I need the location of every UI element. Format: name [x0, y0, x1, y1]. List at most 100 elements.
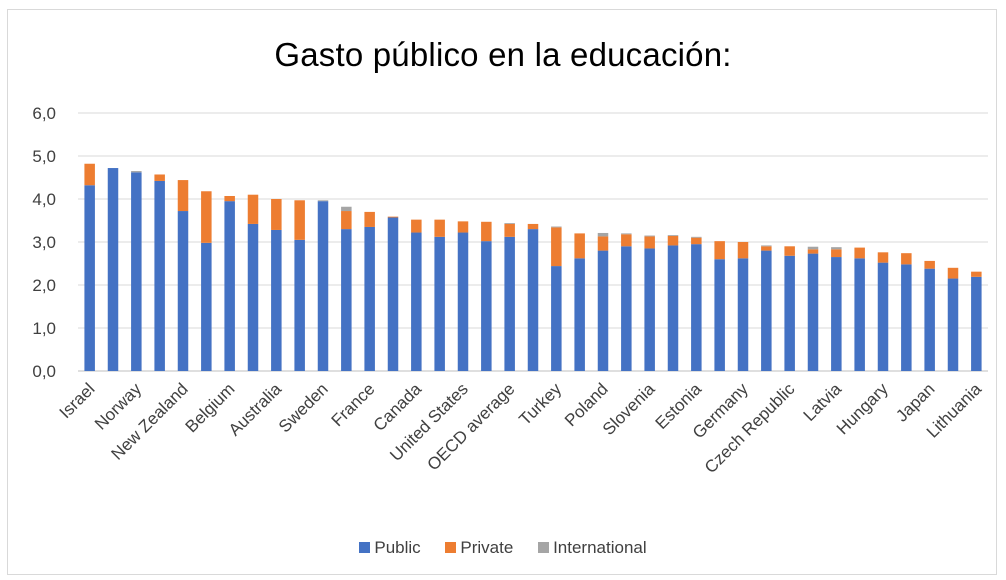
x-tick-label: Hungary	[833, 379, 892, 438]
x-tick-label: Slovenia	[599, 379, 659, 439]
legend-item-international: International	[538, 538, 647, 558]
bar-segment-public	[247, 223, 259, 371]
bar-segment-private	[807, 249, 819, 254]
bar-segment-private	[527, 223, 539, 230]
y-tick-label: 6,0	[32, 104, 56, 123]
bar-segment-public	[527, 229, 539, 371]
bar-segment-private	[597, 236, 609, 251]
bar-segment-private	[201, 191, 212, 243]
bar-segment-international	[831, 247, 842, 250]
bar-segment-private	[551, 227, 562, 267]
bar-segment-private	[434, 219, 445, 237]
bar-segment-international	[761, 245, 772, 247]
legend-swatch-public	[359, 542, 371, 553]
bar-segment-private	[621, 234, 632, 247]
bar-segment-international	[667, 235, 679, 236]
legend-swatch-private	[445, 542, 457, 553]
bar-segment-private	[644, 236, 655, 249]
bar-segment-private	[271, 199, 282, 230]
bar-segment-public	[947, 278, 959, 371]
bar-segment-public	[761, 250, 772, 371]
bar-segment-public	[154, 180, 165, 371]
bar-segment-public	[621, 246, 632, 371]
bar-segment-public	[551, 266, 562, 371]
bar-segment-international	[341, 206, 352, 212]
bar-segment-public	[691, 244, 702, 371]
bar-segment-private	[294, 200, 305, 240]
bar-segment-public	[807, 253, 819, 371]
bar-segment-public	[504, 236, 515, 371]
bar-segment-public	[457, 232, 469, 371]
bar-segment-public	[597, 250, 609, 371]
bar-segment-public	[364, 226, 375, 371]
bar-segment-private	[84, 163, 95, 186]
x-tick-label: Turkey	[515, 379, 565, 429]
bar-segment-international	[644, 235, 655, 237]
bar-segment-private	[691, 237, 702, 245]
bar-segment-public	[481, 241, 492, 371]
bar-segment-private	[457, 221, 469, 233]
bar-segment-public	[294, 239, 305, 371]
bar-segment-public	[317, 201, 329, 371]
bar-segment-public	[224, 201, 235, 371]
bar-segment-private	[947, 267, 959, 279]
y-tick-label: 1,0	[32, 319, 56, 338]
bar-segment-private	[154, 174, 165, 181]
bar-segment-public	[784, 255, 795, 371]
bar-segment-private	[901, 253, 912, 265]
bar-segment-public	[854, 258, 865, 371]
legend-item-public: Public	[359, 538, 421, 558]
bar-segment-private	[761, 246, 772, 251]
bar-segment-international	[597, 232, 609, 237]
bar-segment-private	[737, 242, 749, 259]
bar-segment-international	[807, 246, 819, 250]
bar-segment-private	[481, 221, 492, 242]
bar-segment-public	[107, 168, 119, 371]
bar-segment-public	[387, 217, 399, 371]
bar-segment-private	[924, 260, 935, 269]
bar-segment-private	[784, 246, 795, 256]
bar-segment-public	[831, 257, 842, 371]
bar-segment-public	[574, 258, 585, 371]
bar-segment-private	[854, 247, 865, 259]
bar-segment-private	[574, 233, 585, 259]
bar-segment-private	[177, 180, 189, 212]
bar-segment-private	[387, 216, 399, 218]
bar-segment-international	[131, 171, 142, 173]
bar-segment-public	[341, 229, 352, 371]
bar-segment-public	[271, 229, 282, 371]
legend-label-private: Private	[460, 538, 514, 557]
bar-segment-public	[411, 232, 422, 371]
bar-segment-private	[971, 271, 982, 277]
bar-segment-private	[247, 194, 259, 224]
bar-segment-private	[364, 211, 375, 227]
x-tick-label: Israel	[56, 379, 99, 422]
bar-segment-public	[644, 248, 655, 371]
legend-label-international: International	[553, 538, 647, 557]
bar-segment-public	[201, 242, 212, 371]
x-tick-label: Sweden	[275, 379, 332, 436]
legend-item-private: Private	[445, 538, 513, 558]
bar-segment-international	[504, 223, 515, 224]
bar-segment-private	[877, 252, 889, 263]
legend: Public Private International	[0, 538, 1006, 558]
bar-segment-public	[177, 211, 189, 371]
bar-segment-private	[667, 235, 679, 246]
bar-segment-international	[691, 236, 702, 238]
bar-segment-international	[317, 200, 329, 202]
bar-segment-public	[667, 245, 679, 371]
y-tick-label: 0,0	[32, 362, 56, 381]
bar-segment-public	[971, 276, 982, 371]
y-tick-label: 3,0	[32, 233, 56, 252]
bar-segment-private	[224, 195, 235, 202]
bar-segment-public	[877, 262, 889, 371]
bar-segment-public	[434, 236, 445, 371]
bar-segment-private	[504, 223, 515, 237]
bar-segment-private	[341, 211, 352, 230]
bar-segment-private	[831, 249, 842, 258]
y-tick-label: 5,0	[32, 147, 56, 166]
bar-segment-private	[411, 219, 422, 233]
chart-title: Gasto público en la educación:	[274, 36, 732, 73]
bar-segment-public	[901, 264, 912, 371]
